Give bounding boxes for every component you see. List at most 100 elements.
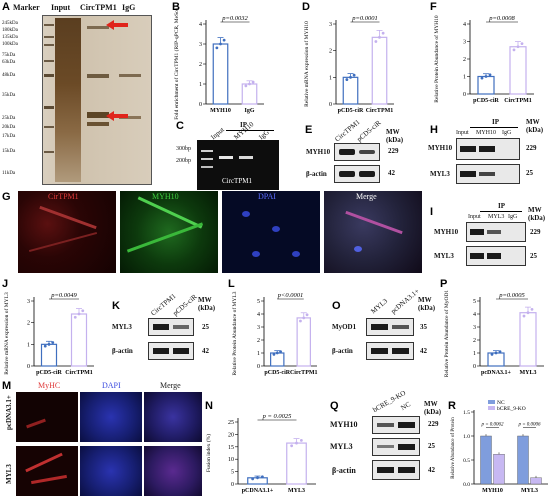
bar <box>487 352 505 367</box>
y-tick-label: 4 <box>463 22 466 28</box>
y-tick-label: 0 <box>199 102 202 108</box>
y-tick-label: 3 <box>257 325 260 331</box>
micrograph-merge <box>324 191 422 273</box>
mw-marker-11: 11kDa <box>2 171 16 176</box>
blot-myh10-ipmyl3 <box>466 222 526 242</box>
p-value: p<0.0001 <box>277 292 304 299</box>
lane-igg: IgG <box>502 130 512 136</box>
blot-actin <box>148 342 194 360</box>
lane-igg: IgG <box>508 214 518 220</box>
mw-25: 25 <box>526 169 533 177</box>
mw-marker-25: 25kDa <box>2 116 16 121</box>
y-tick-label: 1.5 <box>463 410 470 416</box>
lane-label-marker: Marker <box>13 3 40 12</box>
data-point <box>260 475 264 479</box>
input-lane-smear <box>55 18 81 182</box>
y-axis-label: Relative Protein Abundance of MyOD1 <box>443 290 450 378</box>
row-label-actin: β-actin <box>332 347 353 355</box>
igg-band <box>119 116 141 119</box>
chart-d: Relative mRNA expression of MYH10 0 1 2 3 pCD… <box>303 15 394 114</box>
y-tick-label: 0 <box>329 102 332 108</box>
mw-42: 42 <box>420 347 427 355</box>
marker-band <box>44 106 54 109</box>
mw-marker-135: 135kDa <box>2 35 18 40</box>
marker-band <box>44 60 54 62</box>
y-tick-label: 0 <box>463 92 466 98</box>
marker-band <box>44 151 54 153</box>
row-label-myh10: MYH10 <box>428 144 453 152</box>
p-value: p=0.0008 <box>488 15 515 22</box>
agarose-gel <box>197 140 279 190</box>
lane-label-igg: IgG <box>122 3 136 12</box>
x-tick-label: MYH10 <box>482 488 503 494</box>
bar <box>509 46 527 95</box>
row-label-myl3: MYL3 <box>330 442 353 451</box>
data-point <box>512 48 516 52</box>
panel-label-k: K <box>112 300 120 312</box>
mw-marker-63: 63kDa <box>2 60 16 65</box>
y-tick-label: 15 <box>228 445 234 451</box>
mw-header: MW (kDa) <box>198 296 216 312</box>
micrograph-dapi-ctrl <box>80 392 142 442</box>
mw-header: MW (kDa) <box>526 118 544 134</box>
p-value: p=0.0005 <box>498 292 525 299</box>
micrograph-merge-myl3 <box>144 446 202 496</box>
red-arrow-icon <box>106 20 128 30</box>
x-tick-label: MYL3 <box>521 488 538 494</box>
y-tick-label: 2 <box>199 62 202 68</box>
y-axis-label: Relative Protein Abundance of MYH10 <box>433 15 440 103</box>
title-merge: Merge <box>356 192 377 201</box>
y-tick-label: 4 <box>473 312 476 318</box>
ladder-band <box>201 166 213 168</box>
row-label-myh10: MYH10 <box>306 148 331 156</box>
data-point <box>381 31 385 35</box>
y-tick-label: 1 <box>463 75 466 81</box>
y-tick-label: 3 <box>463 40 466 46</box>
chart-r: Relative Abundance of Protein 0.0 0.5 1.0 1.… <box>451 400 548 494</box>
lane-myl3: MYL3 <box>488 214 505 220</box>
ip-header: IP <box>498 202 505 210</box>
data-point <box>43 344 47 348</box>
y-tick-label: 4 <box>257 312 260 318</box>
row-myl3: MYL3 <box>5 464 13 484</box>
panel-label-r: R <box>448 400 456 412</box>
y-tick-label: 5 <box>257 299 260 305</box>
mw-25: 25 <box>530 252 537 260</box>
data-point <box>222 38 226 42</box>
data-point <box>219 42 222 46</box>
row-label-actin: β-actin <box>112 347 133 355</box>
bar <box>477 75 495 95</box>
y-tick-label: 2 <box>329 49 332 55</box>
bp-200: 200bp <box>176 158 191 164</box>
mw-header: MW (kDa) <box>418 296 436 312</box>
mw-35: 35 <box>420 323 427 331</box>
y-tick-label: 1 <box>257 351 260 357</box>
marker-band <box>44 36 54 38</box>
mw-229: 229 <box>388 147 399 155</box>
lane-myh10: MYH10 <box>476 130 497 136</box>
y-tick-label: 1 <box>473 351 476 357</box>
bar <box>40 343 58 367</box>
data-point <box>488 73 492 77</box>
lane-pcdna: pcDNA3.1+ <box>389 287 421 316</box>
panel-label-m: M <box>2 380 12 392</box>
product-band <box>219 156 233 159</box>
lane-myh10: MYH10 <box>232 120 256 142</box>
y-tick-label: 25 <box>228 420 234 426</box>
panel-label-d: D <box>302 1 310 13</box>
panel-label-q: Q <box>330 400 339 412</box>
ladder-band <box>201 158 213 160</box>
silver-stain-gel <box>42 15 152 185</box>
chart-l: Relative Protein Abundance of MYL3 0 1 2 3 4 5… <box>231 291 318 376</box>
data-point <box>73 315 77 319</box>
data-point <box>498 350 502 353</box>
marker-band <box>44 24 54 26</box>
y-tick-label: 3 <box>199 42 202 48</box>
data-point <box>490 353 494 356</box>
blot-actin <box>334 165 380 183</box>
x-tick-label: IgG <box>244 108 254 114</box>
data-point <box>279 350 282 353</box>
data-point <box>494 351 498 355</box>
data-point <box>290 444 294 448</box>
y-axis-label: Relative Abundance of Protein <box>451 417 456 479</box>
